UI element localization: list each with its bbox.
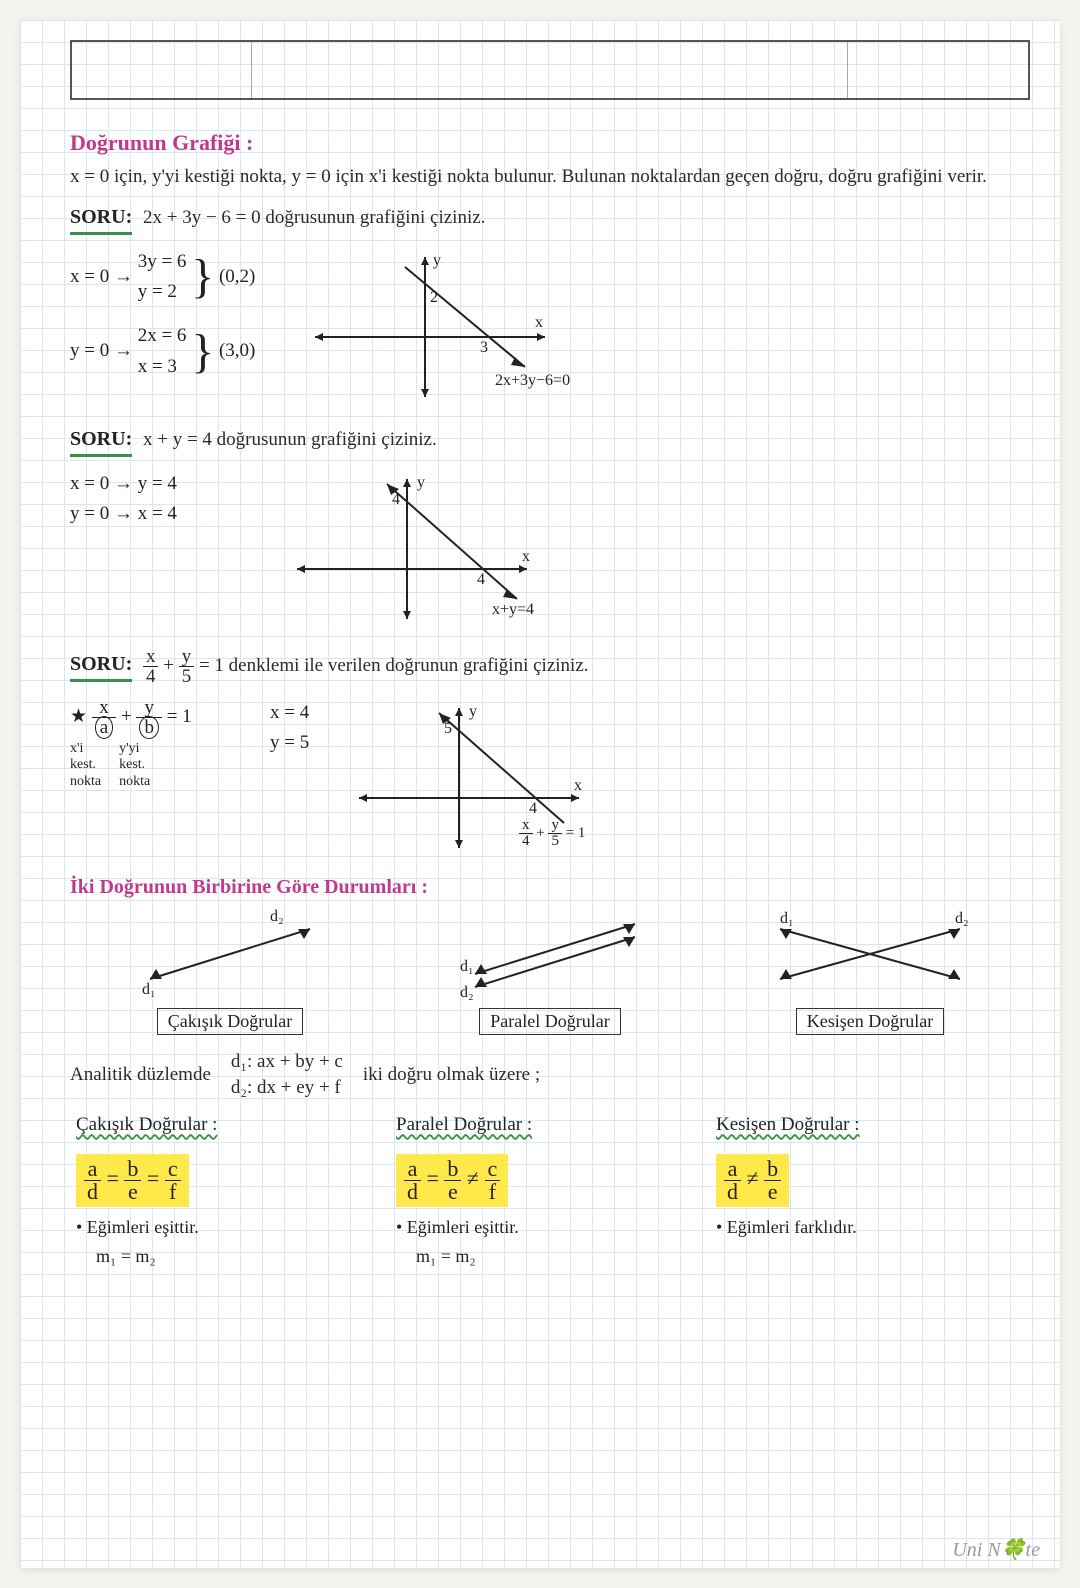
q1-s1c: y = 2 <box>138 277 187 307</box>
q1-pt2: (3,0) <box>219 340 255 361</box>
subtitle-2: İki Doğrunun Birbirine Göre Durumları : <box>70 876 1030 899</box>
gy-n: y <box>136 698 162 718</box>
analytic-prefix: Analitik düzlemde <box>70 1062 211 1089</box>
q1-pt1: (0,2) <box>219 265 255 286</box>
soru-label-3: SORU: <box>70 650 132 682</box>
q2-s1: x = 0 → y = 4 <box>70 469 177 499</box>
x-axis-label: x <box>574 777 582 794</box>
coincident-label: Çakışık Doğrular <box>157 1008 303 1035</box>
header-table <box>70 40 1030 100</box>
parallel-diagram: d₁ d₂ <box>450 909 650 999</box>
parallel-formula: ad = be ≠ cf <box>396 1154 508 1207</box>
y-axis-label: y <box>417 474 425 491</box>
rule-h2: Paralel Doğrular : <box>396 1114 532 1136</box>
q3-n3: nokta <box>70 774 101 791</box>
q1-prompt: 2x + 3y − 6 = 0 doğrusunun grafiğini çiz… <box>143 207 485 228</box>
q3-n4: y'yi <box>119 741 150 758</box>
brace-icon: } <box>191 333 214 371</box>
fx-n: x <box>143 647 159 667</box>
rules-row: Çakışık Doğrular : ad = be = cf • Eğimle… <box>70 1114 1030 1267</box>
q3-xtick: 4 <box>529 800 537 817</box>
q1-graph: y x 2 3 2x+3y−6=0 <box>285 247 605 407</box>
analytic-line: Analitik düzlemde d₁: ax + by + c d₂: dx… <box>70 1049 1030 1102</box>
q2-prompt: x + y = 4 doğrusunun grafiğini çiziniz. <box>143 429 437 450</box>
q2-graph: y x 4 4 x+y=4 <box>267 469 587 629</box>
question-1: SORU: 2x + 3y − 6 = 0 doğrusunun grafiği… <box>70 203 1030 407</box>
q2-xtick: 4 <box>477 571 485 588</box>
svg-text:d₂: d₂ <box>460 984 474 1001</box>
intersect-formula: ad ≠ be <box>716 1154 789 1207</box>
q3-ytick: 5 <box>444 720 452 737</box>
svg-text:d₂: d₂ <box>270 908 284 925</box>
watermark: Uni N🍀te <box>952 1537 1040 1562</box>
rule-n1b: m₁ = m₂ <box>96 1246 384 1267</box>
rule-n3: • Eğimleri farklıdır. <box>716 1217 1024 1238</box>
rule-n2b: m₁ = m₂ <box>416 1246 704 1267</box>
x-axis-label: x <box>522 548 530 565</box>
parallel-label: Paralel Doğrular <box>479 1008 620 1035</box>
q3-calc: ★ xa + yb = 1 x'i kest. nokta y'yi kest.… <box>70 698 240 791</box>
main-title: Doğrunun Grafiği : <box>70 130 1030 156</box>
gx-d: a <box>95 716 113 739</box>
svg-text:d₁: d₁ <box>460 958 474 975</box>
x-axis-label: x <box>535 314 543 331</box>
intro-text: x = 0 için, y'yi kestiği nokta, y = 0 iç… <box>70 164 1030 191</box>
q3-n1: x'i <box>70 741 101 758</box>
coincident-formula: ad = be = cf <box>76 1154 189 1207</box>
q3-ax: x = 4 <box>270 698 309 728</box>
q3-n2: kest. <box>70 757 101 774</box>
q1-calc: x = 0 → 3y = 6 y = 2 } (0,2) y = 0 → 2x … <box>70 247 255 383</box>
y-axis-label: y <box>433 252 441 269</box>
fy-n: y <box>179 647 195 667</box>
y-axis-label: y <box>469 703 477 720</box>
q3-n5: kest. <box>119 757 150 774</box>
q1-s1b: 3y = 6 <box>138 247 187 277</box>
q2-ytick: 4 <box>392 491 400 508</box>
q3-n6: nokta <box>119 774 150 791</box>
q2-s2: y = 0 → x = 4 <box>70 499 177 529</box>
question-3: SORU: x4 + y5 = 1 denklemi ile verilen d… <box>70 647 1030 858</box>
intersect-label: Kesişen Doğrular <box>796 1008 944 1035</box>
fy-d: 5 <box>179 667 195 686</box>
q3-ay: y = 5 <box>270 728 309 758</box>
d1-eq: d₁: ax + by + c <box>231 1049 343 1076</box>
notebook-page: Doğrunun Grafiği : x = 0 için, y'yi kest… <box>20 20 1060 1568</box>
brace-icon: } <box>191 258 214 296</box>
q3-gen-eq: = 1 <box>167 705 192 726</box>
q3-answers: x = 4 y = 5 <box>270 698 309 759</box>
intersect-diagram: d₁ d₂ <box>760 909 980 999</box>
q1-s2a: y = 0 → <box>70 340 133 361</box>
soru-label-1: SORU: <box>70 203 132 235</box>
rule-n2: • Eğimleri eşittir. <box>396 1217 704 1238</box>
coincident-diagram: d₁ d₂ <box>130 909 330 999</box>
q3-graph: y x 5 4 x4 + y5 = 1 <box>339 698 639 858</box>
gx-n: x <box>92 698 116 718</box>
analytic-suffix: iki doğru olmak üzere ; <box>363 1062 540 1089</box>
q1-eq-label: 2x+3y−6=0 <box>495 372 570 389</box>
q3-prompt: = 1 denklemi ile verilen doğrunun grafiğ… <box>199 654 589 675</box>
soru-label-2: SORU: <box>70 425 132 457</box>
q2-eq-label: x+y=4 <box>492 601 534 618</box>
svg-text:d₂: d₂ <box>955 910 969 927</box>
q1-ytick: 2 <box>430 289 438 306</box>
q1-s1a: x = 0 → <box>70 265 133 286</box>
svg-text:d₁: d₁ <box>780 910 794 927</box>
gy-d: b <box>139 716 159 739</box>
line-diagrams-row: d₁ d₂ Çakışık Doğrular d₁ d₂ Paralel Doğ… <box>70 909 1030 1039</box>
fx-d: 4 <box>143 667 159 686</box>
q1-s2b: 2x = 6 <box>138 321 187 351</box>
rule-h3: Kesişen Doğrular : <box>716 1114 860 1136</box>
q1-xtick: 3 <box>480 339 488 356</box>
rule-h1: Çakışık Doğrular : <box>76 1114 217 1136</box>
rule-n1: • Eğimleri eşittir. <box>76 1217 384 1238</box>
q1-s2c: x = 3 <box>138 352 187 382</box>
q2-calc: x = 0 → y = 4 y = 0 → x = 4 <box>70 469 177 530</box>
svg-text:d₁: d₁ <box>142 981 156 998</box>
question-2: SORU: x + y = 4 doğrusunun grafiğini çiz… <box>70 425 1030 629</box>
d2-eq: d₂: dx + ey + f <box>231 1075 343 1102</box>
